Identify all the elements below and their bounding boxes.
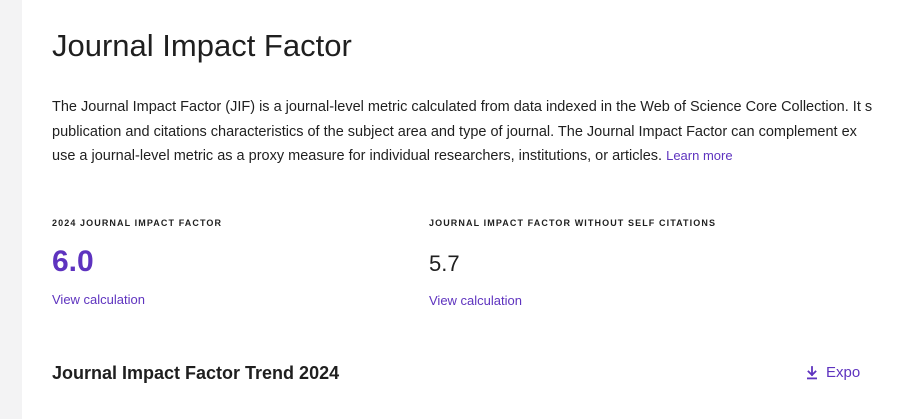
description-line-2: publication and citations characteristic… [52, 123, 857, 140]
jif-without-self-citations-metric: JOURNAL IMPACT FACTOR WITHOUT SELF CITAT… [429, 217, 716, 310]
jif-label: 2024 JOURNAL IMPACT FACTOR [52, 218, 223, 228]
jif-without-self-citations-value: 5.7 [429, 251, 460, 276]
jif-view-calculation-link[interactable]: View calculation [52, 292, 145, 307]
description-line-3-text: use a journal-level metric as a proxy me… [52, 148, 663, 164]
left-rail [0, 0, 22, 419]
content: Journal Impact Factor The Journal Impact… [52, 0, 913, 419]
jif-metric: 2024 JOURNAL IMPACT FACTOR 6.0 View calc… [52, 217, 222, 309]
download-icon [806, 366, 818, 380]
jif-value: 6.0 [52, 245, 94, 278]
description: The Journal Impact Factor (JIF) is a jou… [52, 95, 913, 169]
export-label: Expo [826, 364, 861, 381]
learn-more-link[interactable]: Learn more [666, 148, 733, 163]
trend-title: Journal Impact Factor Trend 2024 [52, 363, 340, 383]
export-button[interactable]: Expo [806, 362, 860, 384]
page-title: Journal Impact Factor [52, 28, 352, 63]
description-line-3: use a journal-level metric as a proxy me… [52, 144, 913, 169]
description-line-1: The Journal Impact Factor (JIF) is a jou… [52, 99, 873, 115]
jif-without-self-citations-label: JOURNAL IMPACT FACTOR WITHOUT SELF CITAT… [429, 218, 717, 228]
jif-without-self-citations-view-calculation-link[interactable]: View calculation [429, 293, 522, 308]
